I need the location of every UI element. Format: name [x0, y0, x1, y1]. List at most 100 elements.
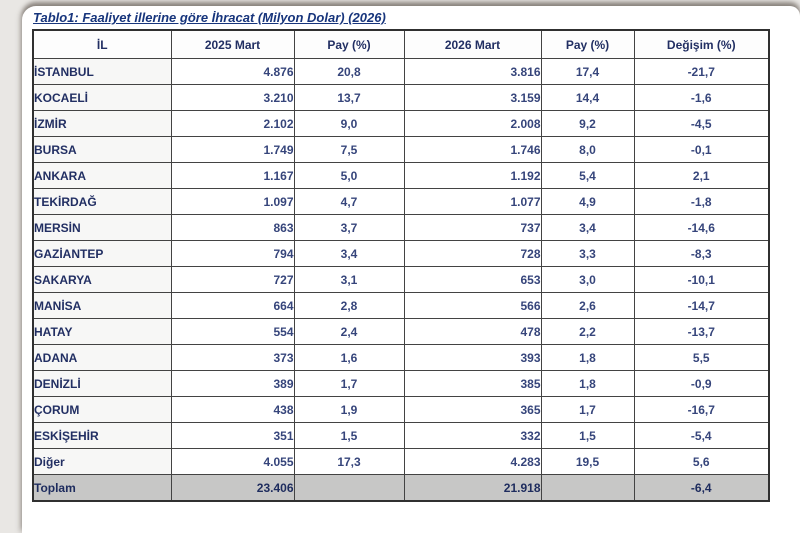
table-row: İZMİR 2.102 9,0 2.008 9,2 -4,5 — [32, 110, 770, 137]
value-cell: 5,4 — [540, 162, 635, 189]
province-cell: ESKİŞEHİR — [32, 422, 172, 449]
table-title: Tablo1: Faaliyet illerine göre İhracat (… — [33, 10, 386, 25]
value-cell: -0,9 — [633, 370, 770, 397]
value-cell: 389 — [170, 370, 295, 397]
value-cell: 3,3 — [540, 240, 635, 267]
table-row: SAKARYA 727 3,1 653 3,0 -10,1 — [32, 266, 770, 293]
table-row: GAZİANTEP 794 3,4 728 3,3 -8,3 — [32, 240, 770, 267]
value-cell: -16,7 — [633, 396, 770, 423]
value-cell: 4,9 — [540, 188, 635, 215]
value-cell: 9,2 — [540, 110, 635, 137]
value-cell: 8,0 — [540, 136, 635, 163]
total-value-cell — [293, 474, 405, 502]
export-table: İL 2025 Mart Pay (%) 2026 Mart Pay (%) Değişi… — [32, 29, 770, 502]
column-header: Pay (%) — [540, 29, 635, 59]
value-cell: 5,0 — [293, 162, 405, 189]
value-cell: 17,4 — [540, 58, 635, 85]
value-cell: 9,0 — [293, 110, 405, 137]
value-cell: 863 — [170, 214, 295, 241]
province-cell: MERSİN — [32, 214, 172, 241]
value-cell: -5,4 — [633, 422, 770, 449]
table-row: KOCAELİ 3.210 13,7 3.159 14,4 -1,6 — [32, 84, 770, 111]
value-cell: 737 — [403, 214, 542, 241]
value-cell: -14,6 — [633, 214, 770, 241]
value-cell: 1.749 — [170, 136, 295, 163]
table-footer: Toplam 23.406 21.918 -6,4 — [32, 474, 770, 502]
value-cell: 2,2 — [540, 318, 635, 345]
value-cell: 438 — [170, 396, 295, 423]
column-header: İL — [32, 29, 172, 59]
value-cell: -8,3 — [633, 240, 770, 267]
value-cell: 4.876 — [170, 58, 295, 85]
value-cell: -13,7 — [633, 318, 770, 345]
table-row: MANİSA 664 2,8 566 2,6 -14,7 — [32, 292, 770, 319]
value-cell: 2,6 — [540, 292, 635, 319]
province-cell: SAKARYA — [32, 266, 172, 293]
value-cell: 19,5 — [540, 448, 635, 475]
value-cell: 1,8 — [540, 344, 635, 371]
province-cell: HATAY — [32, 318, 172, 345]
value-cell: -1,6 — [633, 84, 770, 111]
value-cell: 2.008 — [403, 110, 542, 137]
table-body: İSTANBUL 4.876 20,8 3.816 17,4 -21,7 KOCAELİ 3.… — [32, 58, 770, 475]
value-cell: 1,8 — [540, 370, 635, 397]
table-row: BURSA 1.749 7,5 1.746 8,0 -0,1 — [32, 136, 770, 163]
table-row: DENİZLİ 389 1,7 385 1,8 -0,9 — [32, 370, 770, 397]
value-cell: 1,7 — [540, 396, 635, 423]
value-cell: 13,7 — [293, 84, 405, 111]
province-cell: GAZİANTEP — [32, 240, 172, 267]
province-cell: TEKİRDAĞ — [32, 188, 172, 215]
province-cell: Diğer — [32, 448, 172, 475]
value-cell: 1.746 — [403, 136, 542, 163]
value-cell: 478 — [403, 318, 542, 345]
value-cell: -21,7 — [633, 58, 770, 85]
value-cell: 794 — [170, 240, 295, 267]
value-cell: 3,1 — [293, 266, 405, 293]
province-cell: BURSA — [32, 136, 172, 163]
value-cell: 365 — [403, 396, 542, 423]
value-cell: 5,5 — [633, 344, 770, 371]
column-header: Değişim (%) — [633, 29, 770, 59]
value-cell: -4,5 — [633, 110, 770, 137]
value-cell: 351 — [170, 422, 295, 449]
table-row: ADANA 373 1,6 393 1,8 5,5 — [32, 344, 770, 371]
value-cell: 3.159 — [403, 84, 542, 111]
total-value-cell: 23.406 — [170, 474, 295, 502]
table-row: TEKİRDAĞ 1.097 4,7 1.077 4,9 -1,8 — [32, 188, 770, 215]
value-cell: 1.192 — [403, 162, 542, 189]
table-header: İL 2025 Mart Pay (%) 2026 Mart Pay (%) Değişi… — [32, 29, 770, 59]
table-row: ANKARA 1.167 5,0 1.192 5,4 2,1 — [32, 162, 770, 189]
value-cell: 7,5 — [293, 136, 405, 163]
value-cell: 3.816 — [403, 58, 542, 85]
column-header: Pay (%) — [293, 29, 405, 59]
value-cell: 1,9 — [293, 396, 405, 423]
value-cell: 1,5 — [293, 422, 405, 449]
value-cell: -10,1 — [633, 266, 770, 293]
province-cell: ADANA — [32, 344, 172, 371]
table-row: Diğer 4.055 17,3 4.283 19,5 5,6 — [32, 448, 770, 475]
value-cell: -14,7 — [633, 292, 770, 319]
value-cell: 3,4 — [540, 214, 635, 241]
table-row: ESKİŞEHİR 351 1,5 332 1,5 -5,4 — [32, 422, 770, 449]
value-cell: 373 — [170, 344, 295, 371]
value-cell: 3,4 — [293, 240, 405, 267]
table-row: MERSİN 863 3,7 737 3,4 -14,6 — [32, 214, 770, 241]
province-cell: MANİSA — [32, 292, 172, 319]
value-cell: 4.283 — [403, 448, 542, 475]
header-row: İL 2025 Mart Pay (%) 2026 Mart Pay (%) Değişi… — [32, 29, 770, 59]
province-cell: İSTANBUL — [32, 58, 172, 85]
value-cell: 4,7 — [293, 188, 405, 215]
value-cell: 5,6 — [633, 448, 770, 475]
province-cell: DENİZLİ — [32, 370, 172, 397]
value-cell: 2.102 — [170, 110, 295, 137]
value-cell: 393 — [403, 344, 542, 371]
value-cell: 566 — [403, 292, 542, 319]
table-row: ÇORUM 438 1,9 365 1,7 -16,7 — [32, 396, 770, 423]
value-cell: 3,7 — [293, 214, 405, 241]
value-cell: -0,1 — [633, 136, 770, 163]
value-cell: -1,8 — [633, 188, 770, 215]
province-cell: İZMİR — [32, 110, 172, 137]
province-cell: ANKARA — [32, 162, 172, 189]
value-cell: 1.167 — [170, 162, 295, 189]
